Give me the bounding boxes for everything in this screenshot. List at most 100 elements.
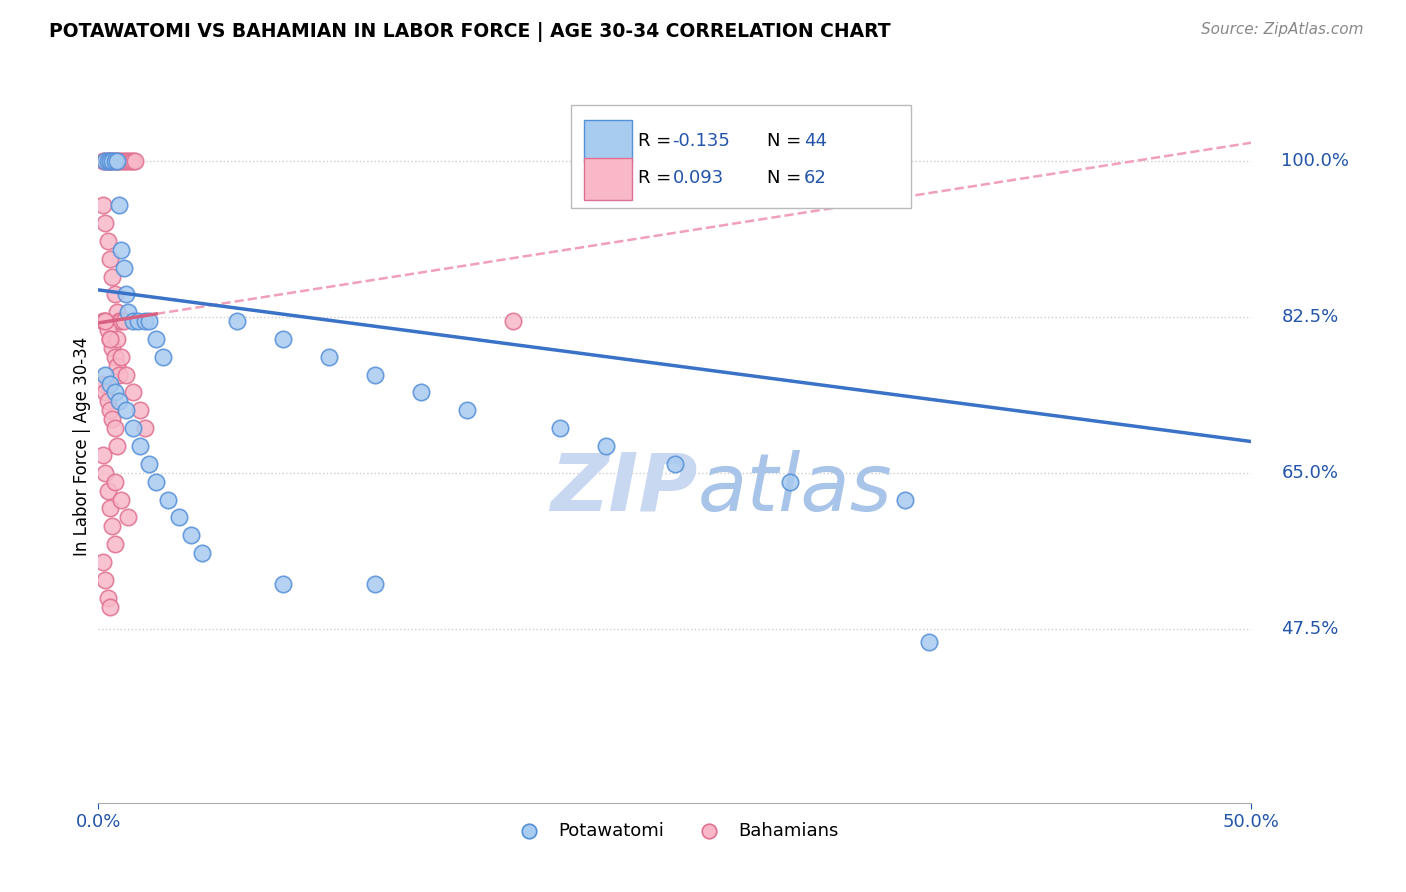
Point xyxy=(152,350,174,364)
Point xyxy=(110,153,132,168)
Point xyxy=(110,243,132,257)
Point xyxy=(122,314,145,328)
Point xyxy=(101,153,124,168)
Point xyxy=(103,153,125,168)
Point xyxy=(120,153,142,168)
Point xyxy=(595,439,617,453)
Point xyxy=(110,492,132,507)
Point xyxy=(108,394,131,409)
Point xyxy=(98,153,121,168)
Point xyxy=(91,314,114,328)
Point xyxy=(664,457,686,471)
Point xyxy=(105,332,128,346)
Point xyxy=(115,403,138,417)
Text: atlas: atlas xyxy=(697,450,893,528)
Point xyxy=(97,153,120,168)
Point xyxy=(115,368,138,382)
Point xyxy=(101,341,124,355)
Point xyxy=(94,314,117,328)
Point xyxy=(129,439,152,453)
Text: 65.0%: 65.0% xyxy=(1281,464,1339,482)
Point xyxy=(105,153,128,168)
Text: 100.0%: 100.0% xyxy=(1281,152,1350,169)
Text: N =: N = xyxy=(768,169,807,187)
Point xyxy=(97,483,120,498)
Point xyxy=(110,314,132,328)
Point xyxy=(191,546,214,560)
Text: Source: ZipAtlas.com: Source: ZipAtlas.com xyxy=(1201,22,1364,37)
Point xyxy=(122,153,145,168)
Point xyxy=(167,510,190,524)
Text: R =: R = xyxy=(638,132,676,150)
Point xyxy=(108,153,131,168)
Point xyxy=(145,332,167,346)
Point xyxy=(97,591,120,605)
Point xyxy=(112,314,135,328)
Point xyxy=(180,528,202,542)
Point xyxy=(108,198,131,212)
Point xyxy=(98,153,121,168)
Point xyxy=(110,350,132,364)
Point xyxy=(364,368,387,382)
Point xyxy=(91,448,114,462)
Text: ZIP: ZIP xyxy=(551,450,697,528)
Point xyxy=(502,314,524,328)
Point xyxy=(271,332,294,346)
Text: R =: R = xyxy=(638,169,676,187)
Point xyxy=(98,252,121,266)
Point xyxy=(98,599,121,614)
FancyBboxPatch shape xyxy=(571,105,911,209)
Point xyxy=(101,412,124,426)
FancyBboxPatch shape xyxy=(583,158,633,200)
Text: 82.5%: 82.5% xyxy=(1281,308,1339,326)
Legend: Potawatomi, Bahamians: Potawatomi, Bahamians xyxy=(503,815,846,847)
Text: 0.093: 0.093 xyxy=(672,169,724,187)
Point xyxy=(108,368,131,382)
Point xyxy=(91,198,114,212)
Text: 44: 44 xyxy=(804,132,827,150)
Point xyxy=(138,314,160,328)
Point xyxy=(94,153,117,168)
Point xyxy=(91,555,114,569)
Point xyxy=(98,332,121,346)
Point xyxy=(456,403,478,417)
Point xyxy=(108,314,131,328)
Point xyxy=(103,350,125,364)
Point xyxy=(134,314,156,328)
Point xyxy=(105,153,128,168)
Point xyxy=(917,635,939,649)
Point xyxy=(122,421,145,435)
Point xyxy=(94,385,117,400)
Point xyxy=(225,314,247,328)
Text: POTAWATOMI VS BAHAMIAN IN LABOR FORCE | AGE 30-34 CORRELATION CHART: POTAWATOMI VS BAHAMIAN IN LABOR FORCE | … xyxy=(49,22,891,42)
Y-axis label: In Labor Force | Age 30-34: In Labor Force | Age 30-34 xyxy=(73,336,91,556)
Point xyxy=(145,475,167,489)
Point xyxy=(117,510,139,524)
Point xyxy=(91,153,114,168)
Point xyxy=(97,323,120,337)
Point xyxy=(94,314,117,328)
Point xyxy=(101,519,124,533)
Point xyxy=(138,457,160,471)
Point xyxy=(117,305,139,319)
Text: N =: N = xyxy=(768,132,807,150)
Point xyxy=(103,287,125,301)
Point xyxy=(98,376,121,391)
Point xyxy=(103,385,125,400)
Point xyxy=(115,287,138,301)
Point xyxy=(548,421,571,435)
Point xyxy=(115,153,138,168)
Point xyxy=(127,314,149,328)
Point xyxy=(94,368,117,382)
Point xyxy=(94,466,117,480)
Point xyxy=(97,234,120,248)
Point xyxy=(894,492,917,507)
Point xyxy=(105,359,128,373)
Point xyxy=(117,153,139,168)
Point xyxy=(103,153,125,168)
Point xyxy=(318,350,340,364)
Point xyxy=(271,577,294,591)
Point xyxy=(112,153,135,168)
Point xyxy=(103,537,125,551)
Point xyxy=(101,269,124,284)
